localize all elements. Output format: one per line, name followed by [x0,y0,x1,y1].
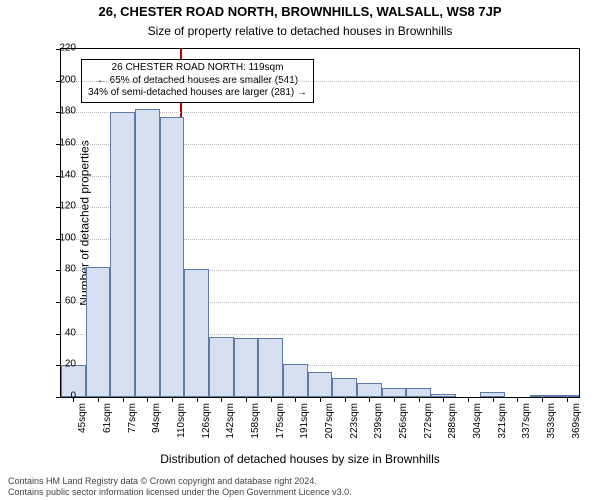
xtick-mark [98,397,99,402]
xtick-mark [172,397,173,402]
xtick-label: 223sqm [349,397,360,439]
xtick-mark [468,397,469,402]
xtick-label: 272sqm [423,397,434,439]
ytick-label: 20 [36,359,76,370]
ytick-label: 140 [36,169,76,180]
xtick-label: 61sqm [102,397,113,433]
chart-container: 26, CHESTER ROAD NORTH, BROWNHILLS, WALS… [0,0,600,500]
ytick-label: 40 [36,327,76,338]
histogram-bar [332,378,357,397]
xtick-label: 45sqm [77,397,88,433]
annotation-line1: 26 CHESTER ROAD NORTH: 119sqm [88,62,307,75]
xtick-label: 191sqm [299,397,310,439]
xtick-label: 353sqm [546,397,557,439]
histogram-chart: 26 CHESTER ROAD NORTH: 119sqm ← 65% of d… [60,48,580,398]
histogram-bar [382,388,407,397]
xtick-label: 239sqm [373,397,384,439]
footer-line2: Contains public sector information licen… [8,487,352,498]
ytick-label: 100 [36,232,76,243]
histogram-bar [258,338,283,397]
xtick-label: 142sqm [225,397,236,439]
histogram-bar [406,388,431,397]
histogram-bar [110,112,135,397]
xtick-mark [443,397,444,402]
ytick-label: 160 [36,137,76,148]
ytick-label: 220 [36,43,76,54]
annotation-line3: 34% of semi-detached houses are larger (… [88,87,307,100]
xtick-mark [147,397,148,402]
xtick-mark [394,397,395,402]
xtick-label: 256sqm [398,397,409,439]
xtick-mark [197,397,198,402]
histogram-bar [357,383,382,397]
footer: Contains HM Land Registry data © Crown c… [8,476,352,498]
histogram-bar [184,269,209,397]
gridline [61,81,579,82]
xtick-mark [320,397,321,402]
xtick-label: 321sqm [497,397,508,439]
xtick-label: 126sqm [201,397,212,439]
xtick-mark [271,397,272,402]
xtick-mark [123,397,124,402]
xtick-mark [419,397,420,402]
histogram-bar [234,338,259,397]
xtick-mark [246,397,247,402]
histogram-bar [283,364,308,397]
histogram-bar [209,337,234,397]
xtick-label: 110sqm [176,397,187,438]
xtick-label: 369sqm [571,397,582,439]
ytick-label: 60 [36,296,76,307]
histogram-bar [135,109,160,397]
xtick-mark [295,397,296,402]
xtick-mark [369,397,370,402]
xtick-mark [221,397,222,402]
ytick-label: 120 [36,201,76,212]
ytick-label: 180 [36,106,76,117]
xtick-mark [345,397,346,402]
xtick-label: 77sqm [127,397,138,433]
xtick-mark [542,397,543,402]
xtick-label: 158sqm [250,397,261,439]
x-axis-label: Distribution of detached houses by size … [0,452,600,466]
footer-line1: Contains HM Land Registry data © Crown c… [8,476,352,487]
xtick-mark [493,397,494,402]
ytick-label: 0 [36,391,76,402]
xtick-mark [567,397,568,402]
ytick-label: 200 [36,74,76,85]
ytick-label: 80 [36,264,76,275]
xtick-label: 337sqm [521,397,532,439]
chart-subtitle: Size of property relative to detached ho… [0,24,600,38]
xtick-label: 304sqm [472,397,483,439]
xtick-label: 175sqm [275,397,286,439]
page-title: 26, CHESTER ROAD NORTH, BROWNHILLS, WALS… [0,4,600,19]
histogram-bar [86,267,111,397]
xtick-label: 94sqm [151,397,162,433]
xtick-label: 288sqm [447,397,458,439]
xtick-label: 207sqm [324,397,335,439]
histogram-bar [308,372,333,397]
histogram-bar [160,117,185,397]
xtick-mark [517,397,518,402]
